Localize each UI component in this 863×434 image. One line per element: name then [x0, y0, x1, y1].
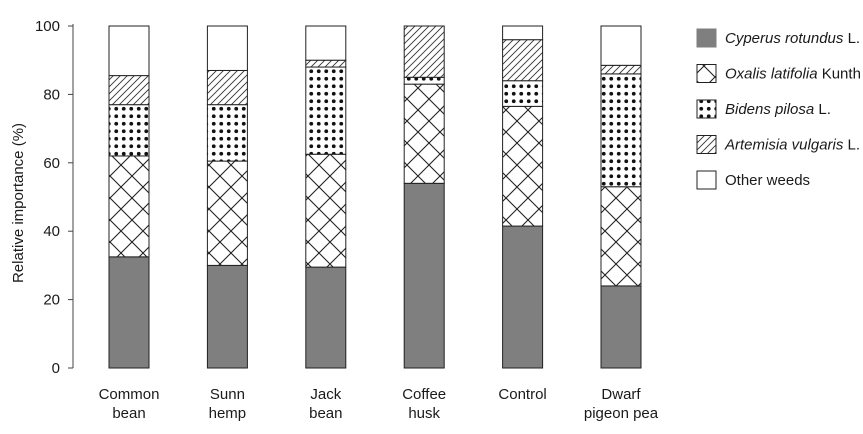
bar-stack: [403, 25, 445, 369]
legend-label-authority: L.: [843, 137, 860, 154]
legend-label-species: Bidens pilosa: [725, 101, 814, 118]
y-tick-label: 20: [43, 292, 60, 309]
y-tick-label: 0: [52, 360, 60, 377]
legend-label-authority: Other weeds: [725, 172, 810, 189]
x-tick-label-line: Common: [99, 386, 160, 403]
bar-segment-artemisia-vulgaris: [600, 64, 642, 75]
x-tick-label-line: Dwarf: [601, 386, 641, 403]
legend-label: Oxalis latifolia Kunth: [725, 66, 861, 83]
bar-segment-oxalis-latifolia: [108, 155, 150, 258]
x-axis-labels: Common bean Sunn hemp Jack bean Coffee husk Cont…: [99, 386, 659, 422]
bar-segment-other-weeds: [206, 25, 248, 71]
legend-swatch: [696, 28, 717, 48]
y-tick-label: 40: [43, 223, 60, 240]
bar-segment-artemisia-vulgaris: [108, 75, 150, 106]
legend-swatch: [696, 135, 717, 154]
legend-label-authority: L.: [814, 101, 831, 118]
legend-swatch: [696, 99, 717, 119]
x-tick-label: Control: [498, 386, 546, 403]
legend-item: Cyperus rotundus L.: [696, 28, 860, 48]
bar-segment-other-weeds: [502, 25, 544, 41]
bar-segment-bidens-pilosa: [600, 73, 642, 188]
x-tick-label-line: pigeon pea: [584, 405, 659, 422]
y-tick-label: 60: [43, 155, 60, 172]
legend-item: Bidens pilosa L.: [696, 99, 831, 119]
x-tick-label-line: hemp: [209, 405, 247, 422]
legend-label: Cyperus rotundus L.: [725, 30, 860, 47]
x-tick-label-line: husk: [408, 405, 440, 422]
bar-segment-cyperus-rotundus: [403, 182, 445, 369]
bar-segment-oxalis-latifolia: [206, 160, 248, 266]
bar-segment-bidens-pilosa: [403, 76, 445, 85]
x-tick-label: Dwarf pigeon pea: [584, 386, 659, 422]
legend-label: Other weeds: [725, 172, 810, 189]
bar-segment-oxalis-latifolia: [305, 153, 347, 268]
legend: Cyperus rotundus L. Oxalis latifolia Kunt…: [696, 28, 861, 190]
y-tick-label: 100: [35, 18, 60, 35]
legend-label-authority: L.: [843, 30, 860, 47]
x-tick-label: Common bean: [99, 386, 160, 422]
bar-segment-artemisia-vulgaris: [206, 69, 248, 106]
bar-segment-other-weeds: [108, 25, 150, 77]
bar-segment-oxalis-latifolia: [600, 186, 642, 287]
legend-label-species: Cyperus rotundus: [725, 30, 844, 47]
legend-item: Oxalis latifolia Kunth: [696, 64, 861, 83]
axes: 0 20 40 60 80 100 Relative importance (%): [10, 18, 74, 377]
x-tick-label-line: Jack: [310, 386, 341, 403]
y-tick-label: 80: [43, 86, 60, 103]
y-axis-title: Relative importance (%): [10, 123, 27, 283]
bar-segment-artemisia-vulgaris: [502, 39, 544, 82]
bar-segment-cyperus-rotundus: [206, 264, 248, 369]
bar-segment-cyperus-rotundus: [305, 266, 347, 369]
bar-segment-other-weeds: [600, 25, 642, 66]
x-tick-label: Coffee husk: [402, 386, 446, 422]
x-tick-label: Jack bean: [309, 386, 342, 422]
x-tick-label-line: Sunn: [210, 386, 245, 403]
bar-segment-cyperus-rotundus: [108, 256, 150, 369]
bar-stack: [206, 25, 248, 369]
bar-segment-oxalis-latifolia: [403, 83, 445, 184]
legend-swatch: [696, 170, 717, 190]
legend-swatch: [696, 64, 717, 83]
bar-segment-bidens-pilosa: [502, 80, 544, 107]
bar-segment-other-weeds: [305, 25, 347, 61]
legend-label: Artemisia vulgaris L.: [724, 137, 860, 154]
legend-label: Bidens pilosa L.: [725, 101, 831, 118]
bar-segment-bidens-pilosa: [305, 66, 347, 155]
x-tick-label: Sunn hemp: [209, 386, 247, 422]
bar-stack: [305, 25, 347, 369]
bar-segment-bidens-pilosa: [206, 104, 248, 162]
bar-segment-artemisia-vulgaris: [305, 59, 347, 68]
x-tick-label-line: Control: [498, 386, 546, 403]
bar-segment-cyperus-rotundus: [600, 285, 642, 369]
bar-segment-bidens-pilosa: [108, 104, 150, 157]
x-tick-label-line: bean: [309, 405, 342, 422]
bar-stack: [600, 25, 642, 369]
bar-segment-cyperus-rotundus: [502, 225, 544, 369]
legend-label-species: Oxalis latifolia: [725, 66, 818, 83]
legend-item: Artemisia vulgaris L.: [696, 135, 860, 154]
legend-label-authority: Kunth: [818, 66, 861, 83]
legend-label-species: Artemisia vulgaris: [724, 137, 844, 154]
bar-segment-oxalis-latifolia: [502, 105, 544, 227]
bar-segment-artemisia-vulgaris: [403, 25, 445, 78]
legend-item: Other weeds: [696, 170, 810, 190]
bar-stack: [108, 25, 150, 369]
x-tick-label-line: bean: [112, 405, 145, 422]
x-tick-label-line: Coffee: [402, 386, 446, 403]
bar-stack: [502, 25, 544, 369]
bars: [108, 25, 642, 369]
